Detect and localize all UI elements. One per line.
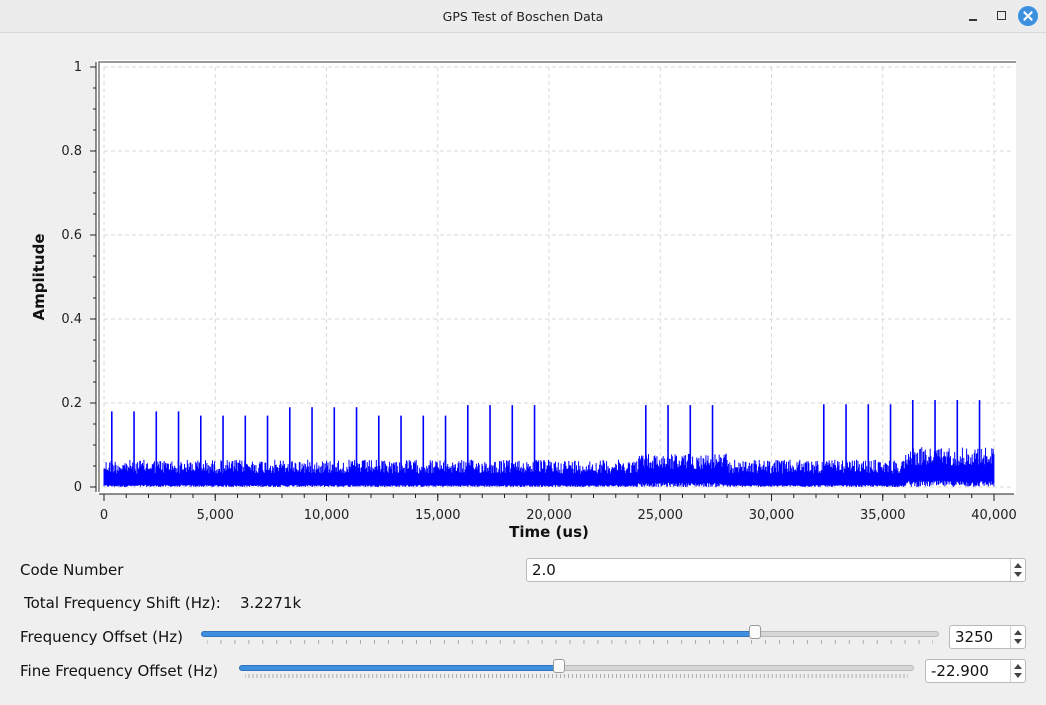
slider-ticks [207, 640, 933, 644]
frequency-offset-slider[interactable] [201, 625, 939, 647]
chevron-down-icon[interactable] [1014, 572, 1022, 577]
minimize-icon[interactable] [963, 6, 983, 26]
slider-handle[interactable] [749, 625, 762, 639]
x-tick-label: 40,000 [971, 508, 1017, 523]
y-tick-label: 0.4 [61, 312, 82, 327]
slider-fill [239, 665, 560, 671]
code-number-label: Code Number [20, 561, 124, 579]
maximize-icon[interactable] [991, 6, 1011, 26]
plot-canvas [96, 60, 1016, 494]
x-tick-label: 0 [100, 508, 108, 523]
frequency-offset-spinbox[interactable]: 3250 [949, 625, 1026, 649]
x-tick-label: 20,000 [526, 508, 572, 523]
fine-frequency-offset-slider[interactable] [239, 659, 914, 681]
code-number-stepper[interactable] [1010, 559, 1025, 581]
fine-frequency-offset-stepper[interactable] [1010, 660, 1025, 682]
frequency-offset-label: Frequency Offset (Hz) [20, 628, 183, 646]
y-tick-label: 0.6 [61, 228, 82, 243]
x-axis-label: Time (us) [509, 523, 589, 541]
fine-frequency-offset-spinbox[interactable]: -22.900 [925, 659, 1026, 683]
noise-floor-trace [103, 447, 995, 487]
total-frequency-shift-value: 3.2271k [240, 594, 302, 612]
y-tick-label: 1 [74, 60, 82, 75]
y-tick-label: 0.2 [61, 396, 82, 411]
slider-fill [201, 631, 756, 637]
frequency-offset-stepper[interactable] [1010, 626, 1025, 648]
x-tick-label: 10,000 [304, 508, 350, 523]
code-number-value[interactable]: 2.0 [532, 561, 556, 579]
y-axis-label: Amplitude [30, 233, 48, 320]
chevron-down-icon[interactable] [1014, 639, 1022, 644]
y-tick-label: 0.8 [61, 144, 82, 159]
slider-handle[interactable] [553, 659, 566, 673]
fine-frequency-offset-value[interactable]: -22.900 [931, 662, 989, 680]
x-tick-label: 15,000 [415, 508, 461, 523]
chevron-up-icon[interactable] [1014, 630, 1022, 635]
amplitude-plot[interactable]: 0 0.2 0.4 0.6 0.8 1 0 5,000 10,000 15,000 20,000 25… [0, 32, 1046, 542]
title-bar: GPS Test of Boschen Data [0, 0, 1046, 33]
total-frequency-shift-label: Total Frequency Shift (Hz): [24, 594, 221, 612]
chevron-up-icon[interactable] [1014, 664, 1022, 669]
chevron-up-icon[interactable] [1014, 563, 1022, 568]
code-number-spinbox[interactable]: 2.0 [526, 558, 1026, 582]
slider-ticks [245, 674, 908, 678]
close-icon[interactable] [1018, 6, 1038, 26]
chevron-down-icon[interactable] [1014, 673, 1022, 678]
x-tick-label: 30,000 [749, 508, 795, 523]
x-tick-label: 5,000 [197, 508, 234, 523]
frequency-offset-value[interactable]: 3250 [955, 628, 994, 646]
y-tick-label: 0 [74, 480, 82, 495]
fine-frequency-offset-label: Fine Frequency Offset (Hz) [20, 662, 219, 680]
x-tick-label: 25,000 [638, 508, 684, 523]
x-tick-label: 35,000 [860, 508, 906, 523]
window-title: GPS Test of Boschen Data [442, 9, 604, 24]
